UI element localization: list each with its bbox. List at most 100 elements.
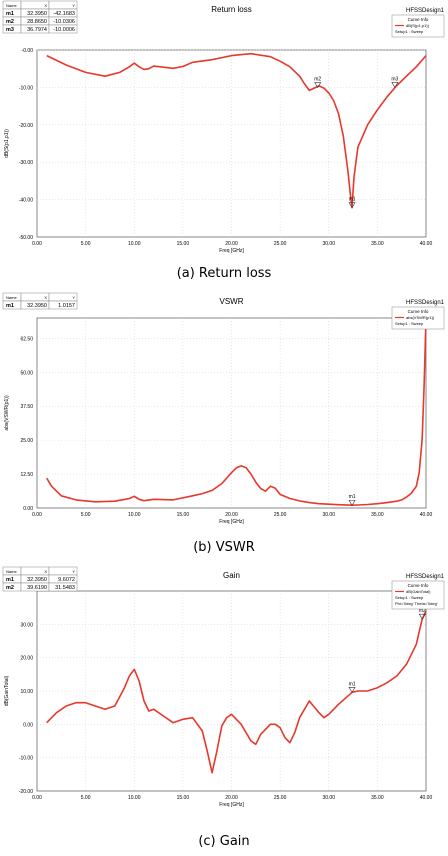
y-tick-label: 25.00: [20, 438, 33, 444]
y-tick-label: 10.00: [20, 689, 33, 695]
chart-title: Gain: [223, 571, 240, 580]
marker-table-cell: [48, 300, 78, 310]
x-tick-label: 0.00: [32, 512, 42, 518]
x-tick-label: 15.00: [177, 795, 190, 801]
x-tick-label: 35.00: [371, 512, 384, 518]
x-tick-label: 0.00: [32, 795, 42, 801]
marker-table-value: m1: [6, 577, 14, 583]
marker-table-value: 28.8650: [27, 19, 47, 25]
y-tick-label: 62.50: [20, 336, 33, 342]
marker-table-header: X: [44, 3, 47, 8]
marker-table-cell: [48, 582, 78, 592]
legend-entry: dB(S(p1,p1)): [406, 23, 430, 28]
x-tick-label: 30.00: [322, 241, 335, 247]
marker-m1-triangle: [348, 499, 356, 506]
marker-m3-label: m3: [391, 76, 398, 82]
x-tick-label: 15.00: [177, 241, 190, 247]
chart-title: VSWR: [220, 297, 244, 306]
x-tick-label: 10.00: [128, 512, 141, 518]
marker-table-value: -42.1683: [53, 11, 75, 17]
legend-box: [391, 14, 445, 38]
y-tick-label: -40.00: [19, 198, 33, 204]
marker-table-value: 39.6190: [27, 585, 47, 591]
marker-table-value: 1.0157: [58, 303, 75, 309]
series-line-1: [46, 52, 427, 209]
chart-panel-3: Gain HFSSDesign1 0.00 5.00 10.00 15.00 20.00 25…: [2, 566, 445, 808]
marker-table-header: Y: [72, 295, 75, 300]
chart-panel-2: VSWR HFSSDesign1 0.00 5.00 10.00 15.00 20.00 25…: [2, 292, 445, 525]
y-tick-label: -10.00: [19, 756, 33, 762]
x-tick-label: 40.00: [420, 795, 433, 801]
marker-table-header: Y: [72, 3, 75, 8]
marker-table-value: 36.7974: [27, 27, 47, 33]
x-tick-label: 25.00: [274, 512, 287, 518]
x-tick-label: 5.00: [81, 512, 91, 518]
marker-table-header: Y: [72, 569, 75, 574]
x-tick-label: 15.00: [177, 512, 190, 518]
y-tick-label: -0.00: [22, 48, 34, 54]
y-axis-label: dB(GainTotal): [4, 675, 10, 706]
x-tick-label: 20.00: [225, 512, 238, 518]
y-axis-label: abs(VSWR(p1)): [4, 395, 10, 431]
legend-entry: abs(VSWR(p1)): [406, 315, 435, 320]
x-tick-label: 20.00: [225, 795, 238, 801]
y-tick-label: -20.00: [19, 123, 33, 129]
marker-m2-label: m2: [419, 608, 426, 614]
x-tick-label: 30.00: [322, 512, 335, 518]
series-line-1: [46, 610, 427, 774]
x-tick-label: 35.00: [371, 241, 384, 247]
x-tick-label: 40.00: [420, 512, 433, 518]
legend-box: [391, 306, 445, 330]
legend-entry: Setup1 : Sweep: [395, 595, 424, 600]
marker-table-cell: [48, 24, 78, 34]
y-tick-label: -30.00: [19, 160, 33, 166]
marker-table-header: Name: [6, 3, 17, 8]
marker-table-value: 32.3950: [27, 11, 47, 17]
x-axis-label: Freq [GHz]: [219, 248, 244, 254]
marker-table-value: -10.0006: [53, 27, 75, 33]
x-tick-label: 25.00: [274, 241, 287, 247]
y-tick-label: 0.00: [23, 506, 33, 512]
marker-m1-label: m1: [349, 681, 356, 687]
y-tick-label: -20.00: [19, 789, 33, 795]
x-tick-label: 5.00: [81, 241, 91, 247]
marker-m1-label: m1: [349, 494, 356, 500]
y-tick-label: 0.00: [23, 722, 33, 728]
legend-box: [391, 580, 445, 610]
marker-table-value: m2: [6, 585, 14, 591]
x-tick-label: 20.00: [225, 241, 238, 247]
caption-gain: (c) Gain: [198, 834, 250, 849]
chart-title: Return loss: [211, 5, 251, 14]
marker-m1-label: m1: [349, 197, 356, 203]
marker-table-value: m2: [6, 19, 14, 25]
y-tick-label: 50.00: [20, 370, 33, 376]
x-tick-label: 40.00: [420, 241, 433, 247]
marker-m1-triangle: [348, 687, 356, 693]
legend-entry: dB(GainTotal): [406, 589, 431, 594]
marker-table-value: 9.6072: [58, 577, 75, 583]
marker-table-value: 31.5483: [55, 585, 75, 591]
design-label: HFSSDesign1: [406, 300, 445, 306]
legend-title: Curve Info: [408, 17, 429, 22]
legend-entry: Setup1 : Sweep: [395, 29, 424, 34]
marker-table-header: Name: [6, 295, 17, 300]
design-label: HFSSDesign1: [406, 574, 445, 580]
y-tick-label: 37.50: [20, 404, 33, 410]
x-tick-label: 10.00: [128, 241, 141, 247]
x-tick-label: 30.00: [322, 795, 335, 801]
plot-area: [36, 317, 427, 509]
y-tick-label: 30.00: [20, 622, 33, 628]
y-tick-label: -50.00: [19, 235, 33, 241]
series-line-1: [46, 317, 427, 507]
y-tick-label: 12.50: [20, 472, 33, 478]
x-tick-label: 0.00: [32, 241, 42, 247]
caption-vswr: (b) VSWR: [193, 540, 255, 555]
marker-table-value: m3: [6, 27, 14, 33]
legend-title: Curve Info: [408, 583, 429, 588]
marker-table-value: m1: [6, 303, 14, 309]
y-tick-label: -10.00: [19, 85, 33, 91]
